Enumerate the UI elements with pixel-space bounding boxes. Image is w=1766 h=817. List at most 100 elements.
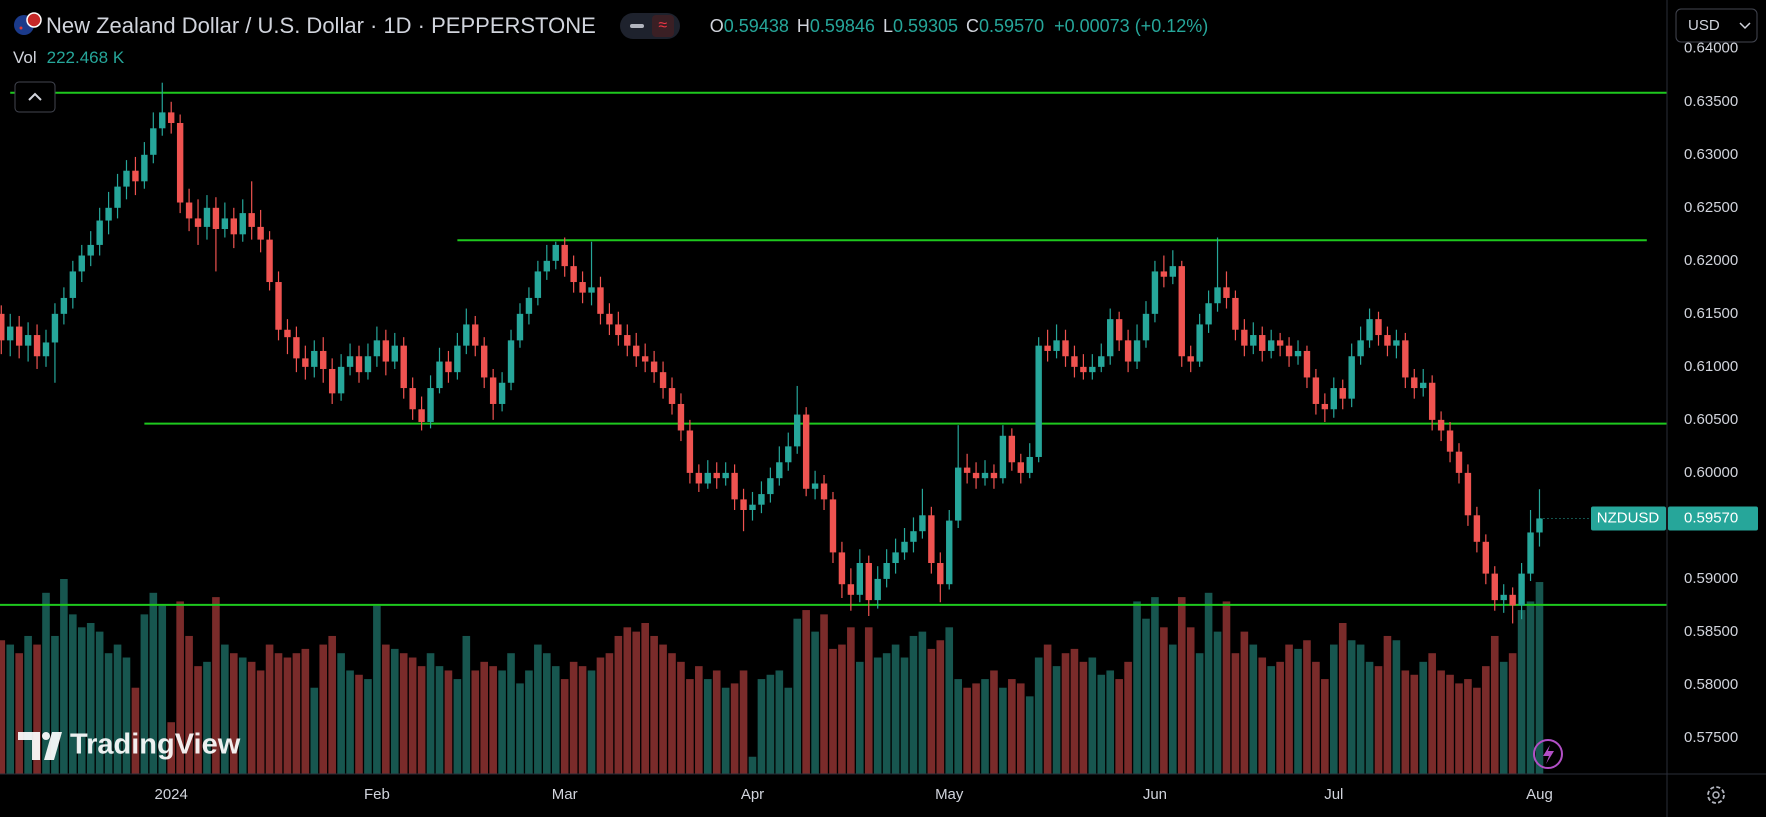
candle-body — [1509, 594, 1516, 606]
candle-body — [400, 345, 407, 389]
volume-bar — [1016, 683, 1025, 774]
settings-button[interactable] — [1707, 786, 1725, 804]
candle-body — [1196, 324, 1203, 362]
legend-toggle[interactable]: ≈ — [619, 13, 680, 39]
candle-body — [1169, 266, 1177, 277]
volume-bar — [1347, 640, 1356, 774]
volume-bar — [310, 687, 319, 774]
compare-icon[interactable]: ≈ — [651, 15, 674, 37]
x-tick-label: May — [935, 786, 964, 803]
alert-button[interactable] — [1533, 739, 1563, 769]
candle-body — [373, 340, 381, 357]
volume-bar — [51, 635, 59, 774]
volume-bar — [149, 592, 158, 774]
candle-body — [561, 244, 568, 267]
volume-bar — [203, 661, 211, 774]
hide-icon[interactable] — [629, 24, 644, 28]
candle-body — [624, 335, 631, 346]
volume-bar — [1374, 666, 1383, 774]
volume-bar — [1160, 627, 1168, 774]
x-tick-label: Aug — [1526, 786, 1553, 803]
currency-button[interactable]: USD — [1675, 8, 1758, 43]
candle-body — [239, 213, 246, 235]
candle-body — [919, 515, 926, 532]
watermark-logo-dot — [42, 732, 50, 740]
candle-body — [1276, 340, 1284, 346]
volume-bar — [1222, 601, 1231, 774]
collapse-button-frame[interactable] — [14, 81, 56, 113]
volume-bar — [0, 640, 6, 774]
candle-body — [454, 345, 461, 373]
volume-bar — [1276, 661, 1284, 774]
candle-body — [1527, 532, 1534, 574]
candle-body — [1178, 266, 1185, 357]
flag-star — [19, 26, 23, 30]
volume-label: Vol — [13, 48, 37, 67]
candle-body — [552, 244, 559, 261]
y-tick-label: 0.64000 — [1684, 40, 1738, 57]
ohlc-key: C — [966, 15, 980, 36]
volume-bar — [730, 683, 739, 774]
collapse-icon[interactable] — [28, 92, 42, 101]
candle-body — [51, 313, 59, 343]
candle-body — [1223, 287, 1230, 298]
watermark-text: TradingView — [70, 729, 241, 761]
alert-icon[interactable] — [1543, 745, 1554, 764]
candle-body — [168, 112, 175, 123]
volume-bar — [176, 601, 184, 774]
volume-bar — [158, 605, 167, 774]
dropdown-icon[interactable] — [1739, 22, 1751, 30]
volume-bar — [1008, 679, 1016, 774]
volume-bar — [775, 670, 784, 774]
volume-bar — [668, 653, 676, 774]
volume-bar — [1437, 670, 1445, 774]
candle-body — [96, 220, 103, 245]
candle-body — [481, 345, 488, 378]
candle-body — [1303, 350, 1311, 378]
volume-bar — [507, 653, 515, 774]
volume-bar — [426, 653, 435, 774]
candle-body — [847, 584, 855, 595]
candle-body — [463, 324, 470, 346]
ohlc-value: 0.59570 — [979, 15, 1045, 36]
symbol-title[interactable]: New Zealand Dollar / U.S. Dollar · 1D · … — [46, 13, 596, 38]
settings-gear[interactable] — [1707, 786, 1725, 804]
collapse-button[interactable] — [14, 81, 56, 113]
volume-bar — [1303, 640, 1311, 774]
volume-bar — [1267, 666, 1275, 774]
y-tick-label: 0.62500 — [1684, 199, 1738, 216]
candle-body — [1357, 340, 1364, 357]
volume-bar — [1213, 631, 1222, 774]
candle-body — [829, 499, 837, 553]
candle-body — [507, 340, 515, 383]
volume-bar — [1526, 601, 1535, 774]
currency-label[interactable]: USD — [1688, 17, 1720, 34]
candle-body — [1241, 329, 1248, 346]
volume-bar — [882, 653, 891, 774]
candle-body — [820, 483, 828, 500]
volume-bar — [1294, 648, 1302, 774]
candle-body — [606, 313, 613, 325]
candle-body — [1115, 319, 1123, 341]
candle-body — [489, 377, 497, 404]
candle-body — [1339, 388, 1346, 399]
volume-bar — [265, 644, 274, 774]
settings-gear-center[interactable] — [1712, 791, 1720, 799]
candle-body — [1411, 377, 1418, 389]
alert-ring[interactable] — [1533, 739, 1563, 769]
volume-bar — [1231, 653, 1240, 774]
volume-bar — [551, 666, 560, 774]
candle-body — [1062, 340, 1069, 357]
candle-body — [1259, 335, 1266, 351]
volume-bar — [695, 666, 703, 774]
volume-bar — [721, 687, 730, 774]
candle-body — [811, 483, 819, 489]
candle-body — [892, 552, 899, 564]
volume-bar — [498, 670, 506, 774]
currency-button-frame[interactable] — [1675, 8, 1758, 43]
y-tick-label: 0.60000 — [1684, 464, 1738, 481]
candle-body — [1142, 313, 1150, 341]
candle-body — [704, 472, 711, 484]
candle-body — [436, 361, 443, 389]
candle-body — [883, 563, 890, 579]
